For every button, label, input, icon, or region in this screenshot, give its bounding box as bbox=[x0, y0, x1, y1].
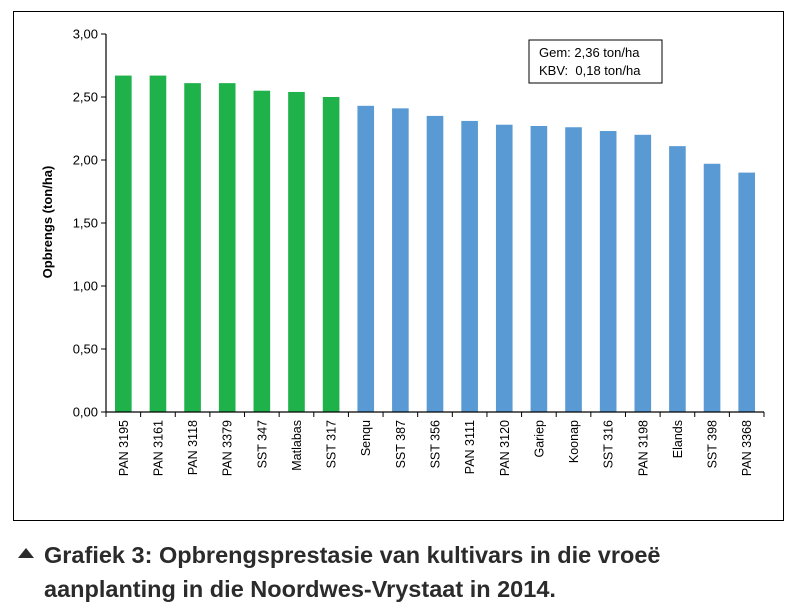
x-category-label: PAN 3118 bbox=[186, 420, 200, 475]
y-tick-label: 1,50 bbox=[73, 216, 98, 231]
x-category-label: PAN 3111 bbox=[463, 420, 477, 474]
x-axis-labels: PAN 3195 PAN 3161 PAN 3118 PAN 3379 SST 347 M… bbox=[117, 420, 754, 476]
x-category-label: PAN 3195 bbox=[117, 420, 131, 476]
triangle-up-icon bbox=[18, 548, 34, 558]
stats-cv: KBV: 0,18 ton/ha bbox=[539, 63, 641, 78]
x-category-label: SST 356 bbox=[429, 420, 443, 468]
bar bbox=[634, 134, 652, 413]
chart-frame: Opbrengs (ton/ha) 0,00 0,50 1,00 1,50 2,00 2,… bbox=[13, 11, 784, 521]
y-tick-label: 1,00 bbox=[73, 279, 98, 294]
bar bbox=[322, 97, 340, 412]
stats-box-border bbox=[528, 39, 663, 84]
bar bbox=[392, 108, 409, 412]
y-axis-ticks: 0,00 0,50 1,00 1,50 2,00 2,50 3,00 bbox=[73, 27, 106, 420]
stats-mean: Gem: 2,36 ton/ha bbox=[539, 45, 640, 60]
x-category-label: SST 317 bbox=[325, 420, 339, 468]
bar bbox=[599, 131, 617, 412]
x-category-label: Koonap bbox=[567, 420, 581, 463]
y-tick-label: 2,00 bbox=[73, 153, 98, 168]
bar bbox=[738, 172, 755, 412]
x-category-label: Senqu bbox=[359, 420, 373, 456]
y-tick-label: 0,50 bbox=[73, 342, 98, 357]
bar bbox=[218, 83, 236, 412]
caption-line-2: aanplanting in die Noordwes-Vrystaat in … bbox=[44, 576, 556, 602]
figure-caption: Grafiek 3: Opbrengsprestasie van kultiva… bbox=[18, 538, 788, 606]
bar bbox=[495, 124, 513, 412]
y-tick-label: 3,00 bbox=[73, 27, 98, 42]
x-category-label: SST 387 bbox=[394, 420, 408, 468]
x-category-label: PAN 3368 bbox=[740, 420, 754, 476]
bars bbox=[105, 75, 765, 417]
x-category-label: Gariep bbox=[532, 420, 546, 458]
bar bbox=[530, 125, 548, 412]
x-category-label: PAN 3161 bbox=[151, 420, 165, 476]
bar bbox=[253, 90, 271, 412]
bar-chart: Opbrengs (ton/ha) 0,00 0,50 1,00 1,50 2,00 2,… bbox=[40, 27, 765, 476]
bar bbox=[357, 105, 375, 412]
x-category-label: PAN 3379 bbox=[221, 420, 235, 476]
bar bbox=[669, 146, 686, 412]
bar bbox=[703, 163, 721, 412]
bar bbox=[426, 115, 444, 413]
x-category-label: PAN 3120 bbox=[498, 420, 512, 476]
x-category-label: SST 398 bbox=[706, 420, 720, 468]
bar bbox=[115, 75, 132, 412]
stats-box: Gem: 2,36 ton/ha KBV: 0,18 ton/ha bbox=[528, 39, 663, 84]
caption-text-1: Grafiek 3: Opbrengsprestasie van kultiva… bbox=[44, 542, 661, 568]
bar bbox=[288, 91, 305, 413]
y-axis-label: Opbrengs (ton/ha) bbox=[40, 166, 55, 279]
x-category-label: Elands bbox=[671, 420, 685, 458]
x-category-label: SST 316 bbox=[602, 420, 616, 468]
bar bbox=[565, 127, 582, 413]
bar bbox=[184, 83, 201, 412]
y-tick-label: 0,00 bbox=[73, 405, 98, 420]
bar bbox=[149, 75, 167, 412]
x-category-label: PAN 3198 bbox=[636, 420, 650, 476]
x-category-label: Matlabas bbox=[290, 420, 304, 471]
x-category-label: SST 347 bbox=[255, 420, 269, 468]
y-tick-label: 2,50 bbox=[73, 90, 98, 105]
bar bbox=[461, 120, 478, 412]
caption-line-1: Grafiek 3: Opbrengsprestasie van kultiva… bbox=[18, 538, 788, 572]
